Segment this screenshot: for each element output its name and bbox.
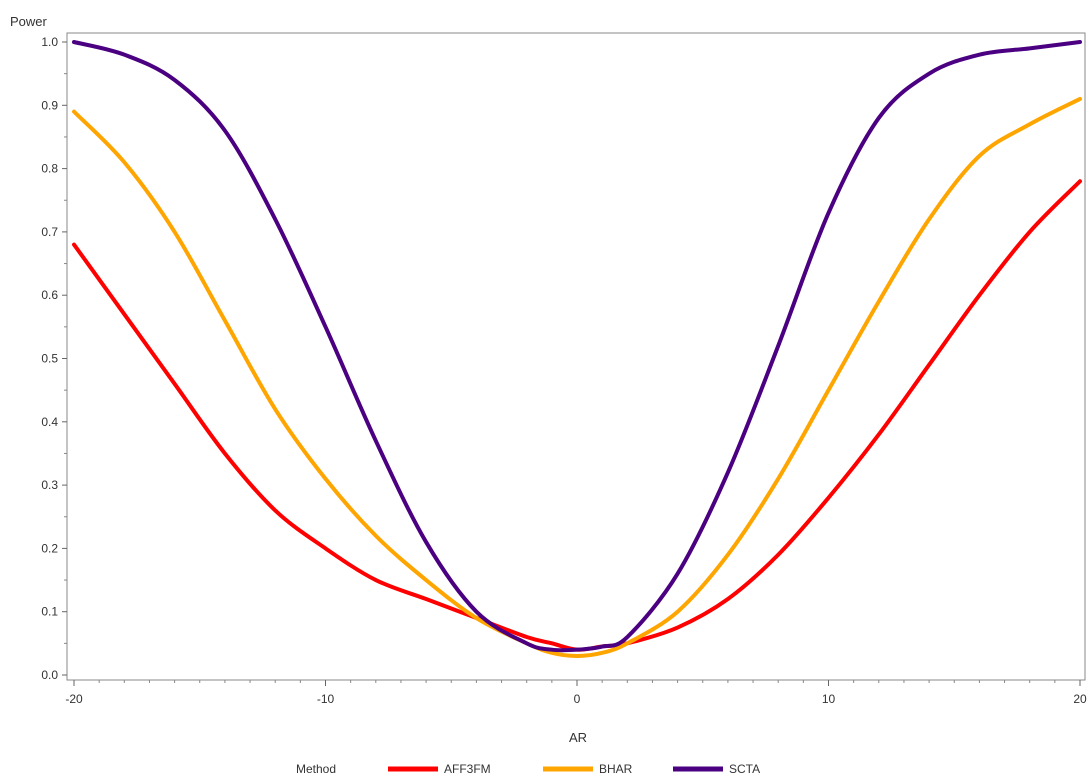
y-tick-label: 0.9 bbox=[41, 98, 58, 112]
legend-label-aff3fm: AFF3FM bbox=[444, 762, 491, 776]
y-axis-title: Power bbox=[10, 14, 48, 29]
x-tick-label: 20 bbox=[1073, 692, 1087, 706]
y-tick-label: 0.8 bbox=[41, 162, 58, 176]
series-line-scta bbox=[72, 40, 1082, 653]
x-tick-label: -10 bbox=[317, 692, 335, 706]
series-line-bhar bbox=[72, 96, 1082, 659]
y-tick-label: 0.5 bbox=[41, 352, 58, 366]
x-axis-title: AR bbox=[569, 730, 587, 745]
y-tick-label: 0.7 bbox=[41, 225, 58, 239]
series-lines bbox=[72, 40, 1082, 659]
y-tick-label: 0.4 bbox=[41, 415, 58, 429]
x-axis: -20 -10 0 10 20 bbox=[65, 680, 1087, 706]
legend-label-scta: SCTA bbox=[729, 762, 760, 776]
y-tick-label: 0.6 bbox=[41, 288, 58, 302]
y-tick-label: 0.2 bbox=[41, 541, 58, 555]
legend-title: Method bbox=[296, 762, 336, 776]
x-tick-label: 10 bbox=[822, 692, 836, 706]
y-tick-label: 0.1 bbox=[41, 605, 58, 619]
y-tick-label: 1.0 bbox=[41, 35, 58, 49]
plot-area bbox=[66, 32, 1086, 681]
y-tick-label: 0.0 bbox=[41, 668, 58, 682]
y-axis: 0.0 0.1 0.2 0.3 0.4 0.5 0.6 0.7 0.8 0.9 1.0 bbox=[41, 35, 67, 682]
legend: Method AFF3FM BHAR SCTA bbox=[296, 762, 760, 776]
y-tick-label: 0.3 bbox=[41, 478, 58, 492]
x-tick-label: 0 bbox=[574, 692, 581, 706]
x-tick-label: -20 bbox=[65, 692, 83, 706]
legend-label-bhar: BHAR bbox=[599, 762, 633, 776]
